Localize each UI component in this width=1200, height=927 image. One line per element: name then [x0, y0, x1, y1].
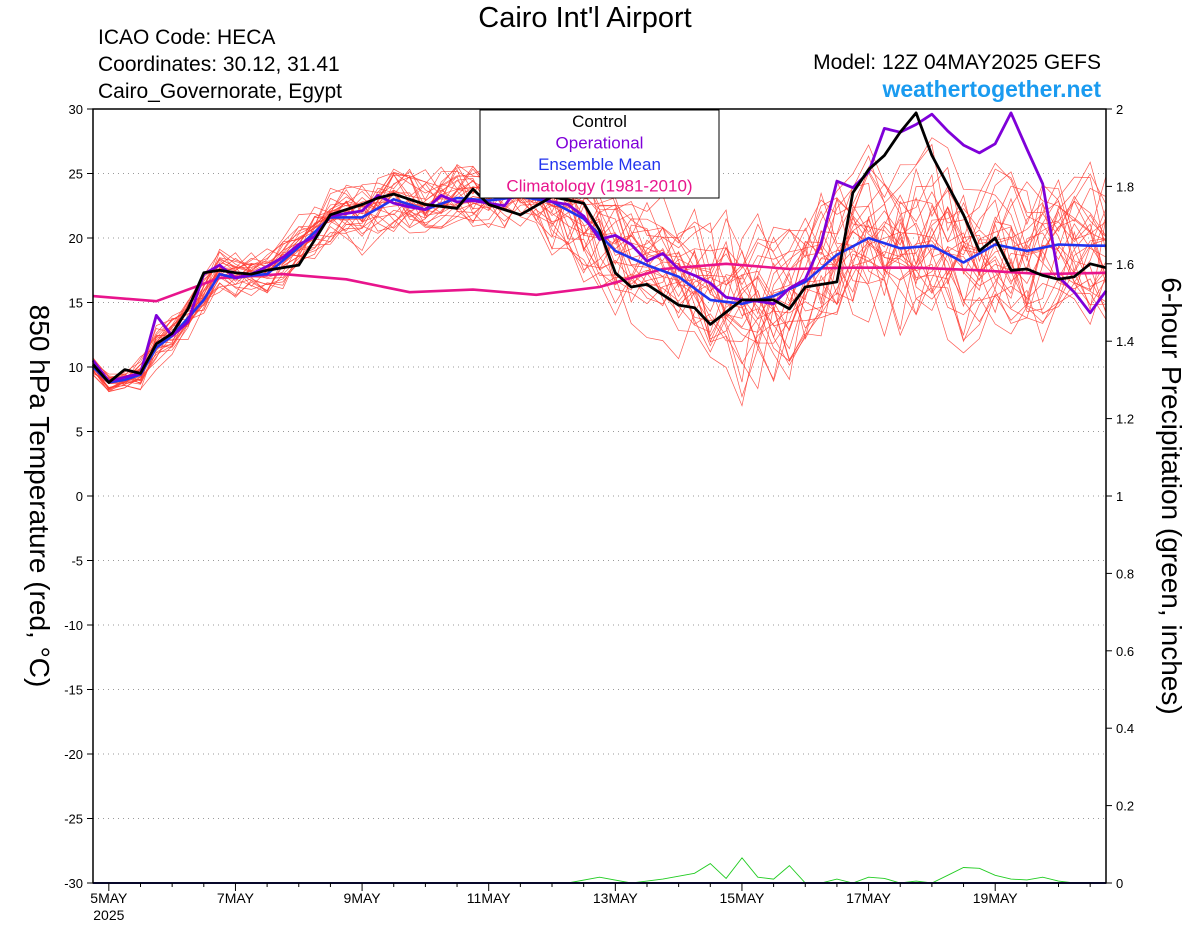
- legend-item: Control: [572, 112, 627, 131]
- operational-line: [91, 111, 1108, 383]
- precip-line: [93, 857, 1106, 884]
- y2-tick-label: 1: [1116, 489, 1123, 504]
- y2-tick-label: 1.4: [1116, 334, 1134, 349]
- legend-box: [479, 109, 720, 199]
- y2-tick-label: 1.2: [1116, 412, 1134, 427]
- x-tick-label: 17MAY: [846, 890, 892, 906]
- x-tick-label: 11MAY: [467, 890, 511, 906]
- y2-tick-label: 0.4: [1116, 721, 1134, 736]
- legend-item: Ensemble Mean: [538, 155, 661, 174]
- y-tick-label: 25: [69, 167, 83, 182]
- x-tick-label: 15MAY: [720, 890, 766, 906]
- site-link[interactable]: weathertogether.net: [882, 76, 1101, 102]
- legend-item: Operational: [556, 134, 644, 153]
- y2-tick-label: 1.6: [1116, 257, 1134, 272]
- x-tick-year: 2025: [93, 907, 124, 923]
- y-tick-label: 5: [76, 425, 83, 440]
- y2-tick-label: 1.8: [1116, 179, 1134, 194]
- x-tick-label: 13MAY: [593, 890, 639, 906]
- plot-frame: [92, 108, 1107, 884]
- ensemble-member-line: [92, 165, 1107, 385]
- axes: 302520151050-5-10-15-20-25-3021.81.61.41…: [64, 102, 1134, 923]
- y-tick-label: -20: [64, 747, 83, 762]
- y2-tick-label: 0.6: [1116, 644, 1134, 659]
- x-tick-label: 9MAY: [344, 890, 382, 906]
- y-tick-label: 20: [69, 231, 83, 246]
- ensemble-member-line: [92, 162, 1107, 385]
- mean-line: [92, 195, 1106, 384]
- ensemble-member-line: [92, 171, 1107, 380]
- y-tick-label: -25: [64, 812, 83, 827]
- region-label: Cairo_Governorate, Egypt: [98, 80, 342, 103]
- precip-series: [93, 857, 1106, 884]
- legend-item: Climatology (1981-2010): [506, 177, 692, 196]
- y2-tick-label: 0: [1116, 876, 1123, 891]
- y-tick-label: 30: [69, 102, 83, 117]
- x-tick-label: 5MAY: [90, 890, 128, 906]
- y-tick-label: -10: [64, 618, 83, 633]
- control-line: [91, 111, 1107, 384]
- y-tick-label: 10: [69, 360, 83, 375]
- ensemble-member-line: [92, 170, 1107, 379]
- y-tick-label: -5: [71, 554, 83, 569]
- ensemble-member-line: [92, 144, 1107, 384]
- ensemble-member-line: [92, 171, 1107, 382]
- y2-tick-label: 2: [1116, 102, 1123, 117]
- y-tick-label: -15: [64, 683, 83, 698]
- x-tick-label: 7MAY: [217, 890, 255, 906]
- y-tick-label: 15: [69, 296, 83, 311]
- coordinates-label: Coordinates: 30.12, 31.41: [98, 53, 340, 76]
- y-tick-label: 0: [76, 489, 83, 504]
- ensemble-member-line: [92, 164, 1107, 390]
- chart-title: Cairo Int'l Airport: [478, 2, 692, 34]
- y-tick-label: -30: [64, 876, 83, 891]
- y2-tick-label: 0.2: [1116, 799, 1134, 814]
- y-axis-label: 850 hPa Temperature (red, °C): [24, 305, 55, 688]
- ensemble-member-line: [92, 153, 1107, 384]
- ensemble-member-line: [92, 176, 1107, 390]
- icao-code-label: ICAO Code: HECA: [98, 26, 276, 49]
- y2-axis-label: 6-hour Precipitation (green, inches): [1156, 277, 1187, 714]
- x-tick-label: 19MAY: [973, 890, 1019, 906]
- legend: Control Operational Ensemble Mean Climatolo…: [479, 109, 720, 199]
- y2-tick-label: 0.8: [1116, 566, 1134, 581]
- model-label: Model: 12Z 04MAY2025 GEFS: [813, 51, 1101, 74]
